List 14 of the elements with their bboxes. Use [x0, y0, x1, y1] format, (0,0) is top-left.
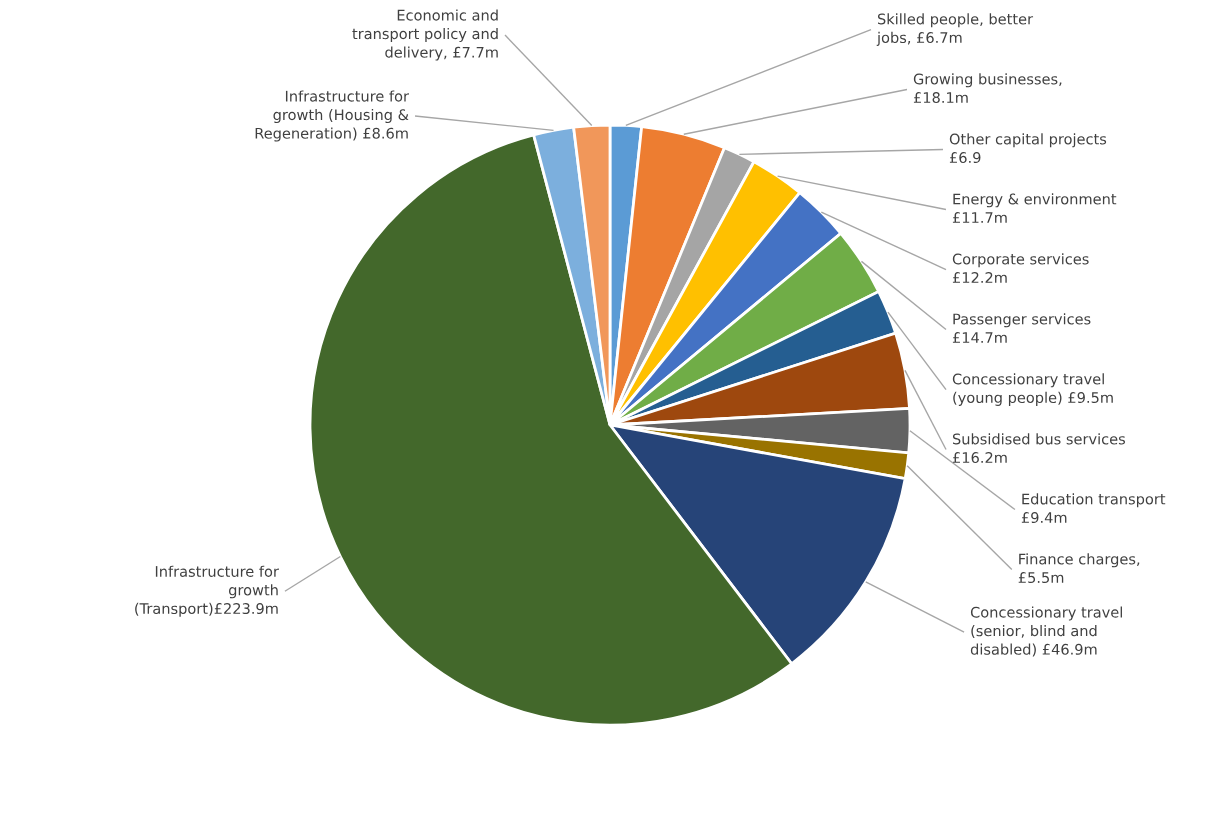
- slice-label: Education transport £9.4m: [1021, 493, 1166, 524]
- slice-label: Other capital projects £6.9: [949, 133, 1107, 164]
- slice-label: Passenger services £14.7m: [952, 313, 1091, 343]
- slice-label: Concessionary travel (young people) £9.5m: [952, 373, 1113, 406]
- slice-label: Infrastructure for growth (Transport)£223.9m: [135, 565, 279, 617]
- slice-label: Skilled people, better jobs, £6.7m: [876, 13, 1034, 46]
- slice-label: Subsidised bus services £16.2m: [952, 433, 1126, 464]
- slice-label: Infrastructure for growth (Housing & Regeneration) £8.6m: [255, 90, 409, 142]
- slice-label: Growing businesses, £18.1m: [913, 73, 1062, 104]
- slice-label: Concessionary travel (senior, blind and disabled) £46.9m: [970, 606, 1122, 657]
- slice-label: Corporate services £12.2m: [952, 253, 1089, 283]
- slice-label: Energy & environment £11.7m: [952, 193, 1117, 223]
- slice-label: Economic and transport policy and delivery, £7.7m: [352, 9, 498, 61]
- slice-label: Finance charges, £5.5m: [1018, 553, 1140, 584]
